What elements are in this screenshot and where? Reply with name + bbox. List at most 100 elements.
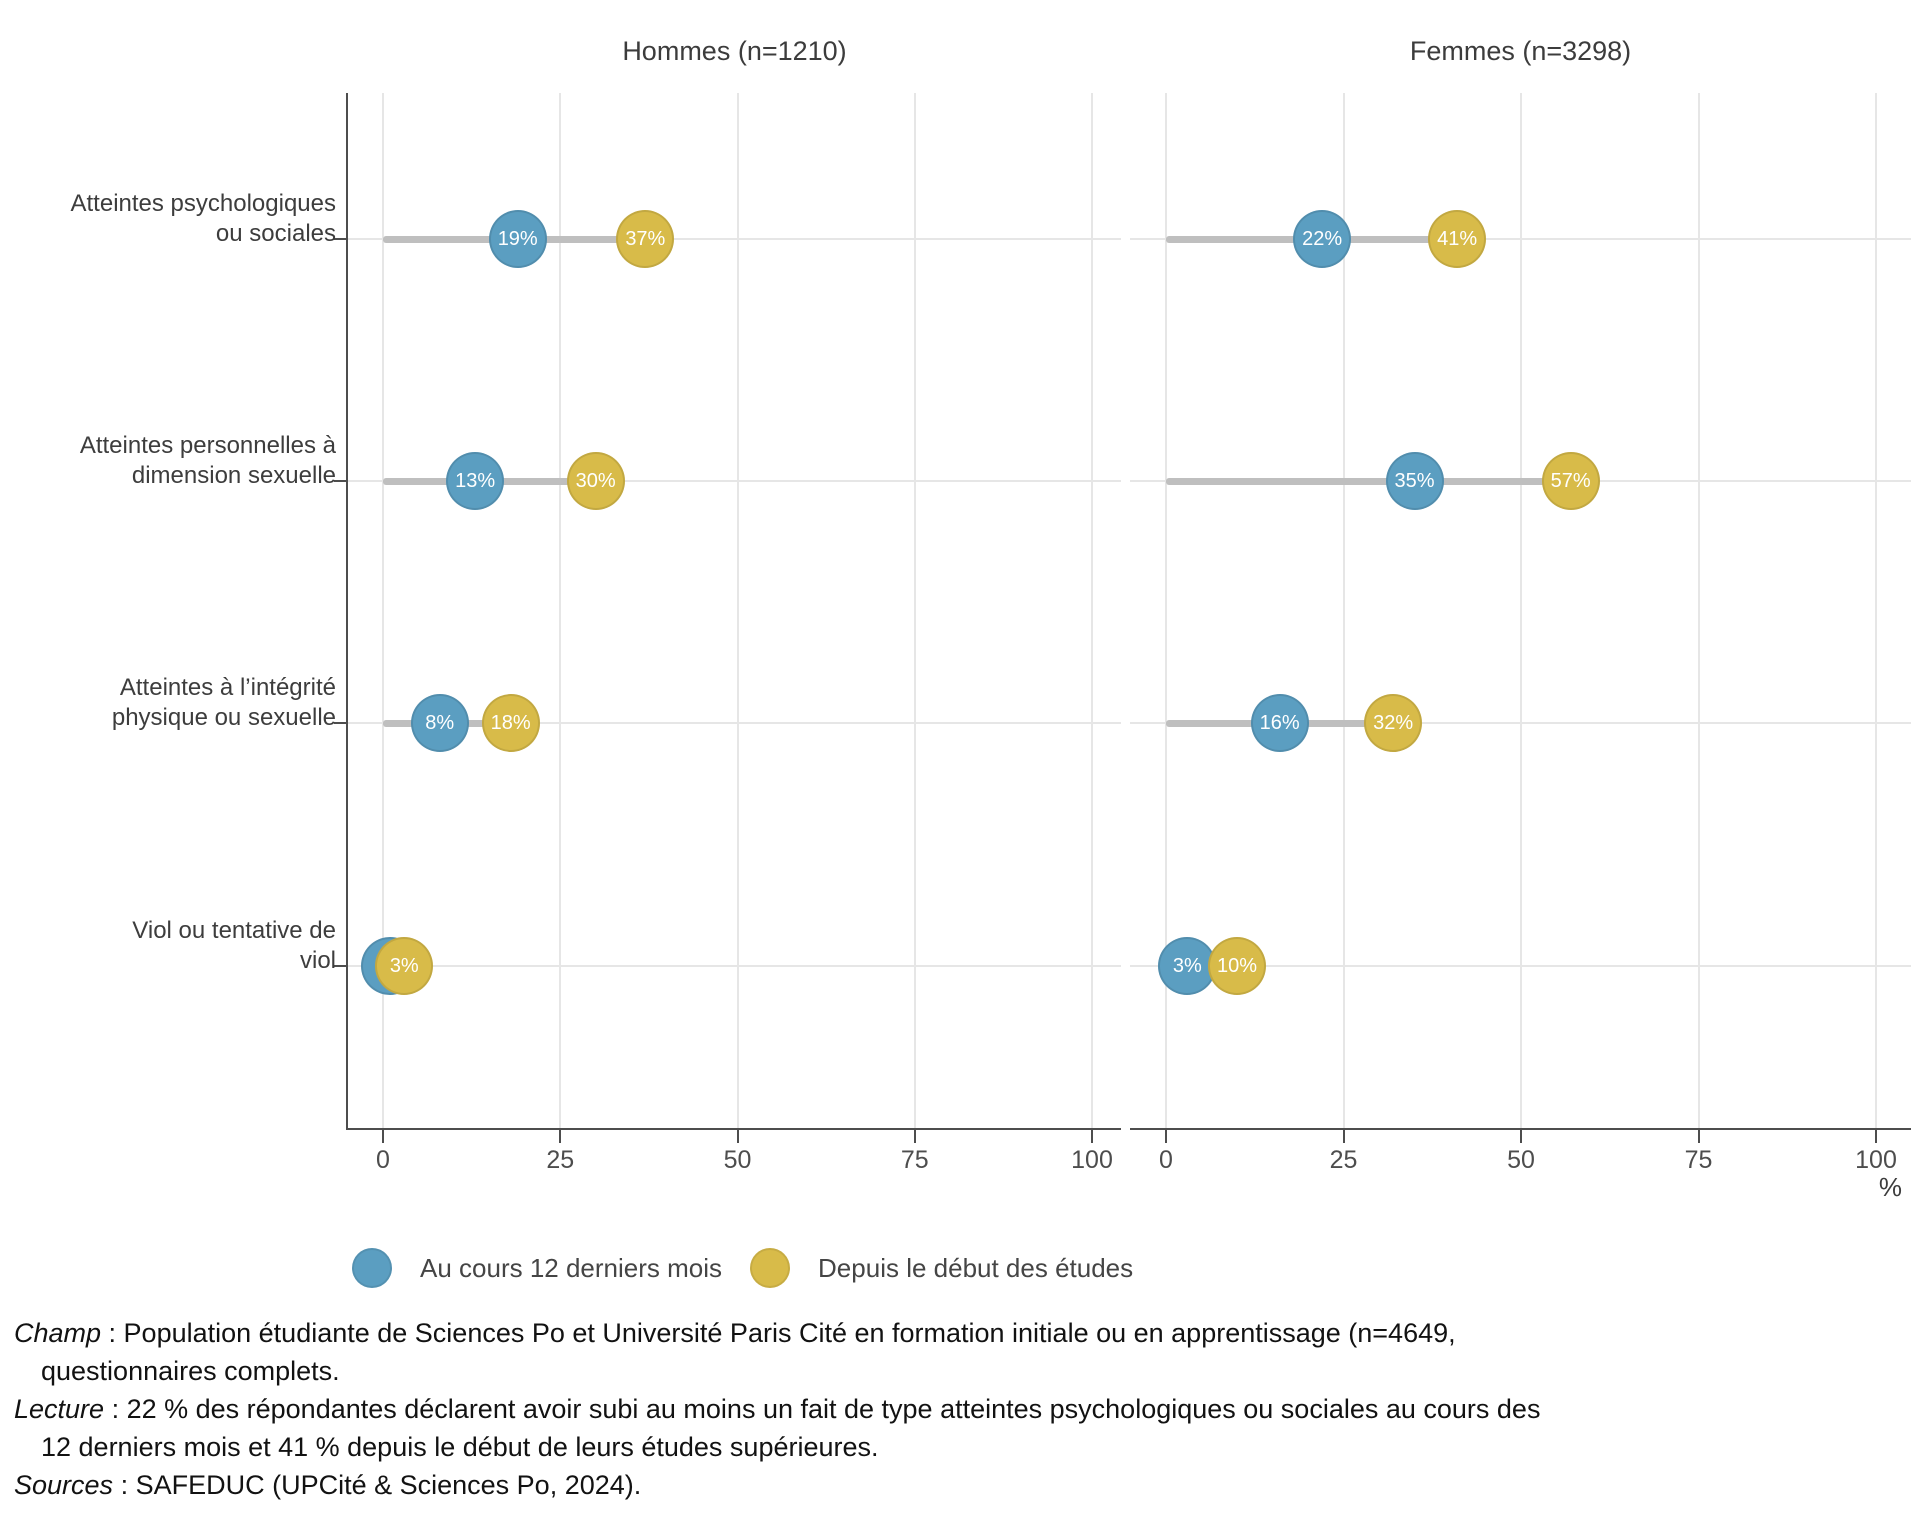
dot-last12: 19% [488, 210, 547, 268]
footer-text: : 22 % des répondantes déclarent avoir s… [104, 1394, 1541, 1424]
x-axis-tick [736, 1130, 739, 1143]
dot-last12: 22% [1293, 210, 1352, 268]
footer-line-champ: Champ : Population étudiante de Sciences… [14, 1314, 1914, 1352]
dot-last12: 8% [410, 694, 469, 752]
dot-last12: 13% [446, 452, 505, 510]
dot-label: 22% [1302, 227, 1343, 250]
dot-last12: 35% [1385, 452, 1444, 510]
row-gridline [348, 722, 1121, 724]
dot-last12: 16% [1250, 694, 1309, 752]
dot-since-start: 30% [566, 452, 625, 510]
x-tick-label: 0 [376, 1146, 390, 1174]
category-label: Viol ou tentative de viol [132, 917, 336, 974]
dot-label: 18% [490, 711, 531, 734]
x-axis-line [348, 1128, 1121, 1130]
footer-text: questionnaires complets. [41, 1356, 340, 1386]
footer-text: : SAFEDUC (UPCité & Sciences Po, 2024). [113, 1470, 642, 1500]
x-tick-label: 50 [723, 1146, 752, 1174]
dot-label: 16% [1259, 711, 1300, 734]
x-gridline [559, 93, 562, 1130]
category-label: Atteintes psychologiques ou sociales [70, 190, 337, 247]
legend-item-last12: Au cours 12 derniers mois [352, 1248, 722, 1288]
x-axis-tick [913, 1130, 916, 1143]
dot-label: 8% [425, 711, 455, 734]
footer-term-champ: Champ [14, 1318, 102, 1348]
footer: Champ : Population étudiante de Sciences… [14, 1314, 1914, 1504]
dot-since-start: 32% [1364, 694, 1423, 752]
row-gridline [348, 965, 1121, 967]
x-tick-label: 100 [1855, 1146, 1897, 1174]
x-axis-line [1130, 1128, 1911, 1130]
x-gridline [1342, 93, 1345, 1130]
x-gridline [1697, 93, 1700, 1130]
footer-text: : Population étudiante de Sciences Po et… [101, 1318, 1456, 1348]
dot-label: 35% [1394, 469, 1435, 492]
x-axis-tick [1697, 1130, 1700, 1143]
dot-label: 10% [1216, 954, 1258, 977]
x-tick-label: 50 [1507, 1146, 1535, 1174]
x-axis-tick [1520, 1130, 1522, 1143]
y-axis-tick [334, 238, 346, 240]
dot-last12: 3% [1158, 937, 1217, 995]
category-label: Atteintes à l’intégrité physique ou sexu… [111, 674, 336, 731]
dot-label: 19% [497, 227, 538, 250]
dot-label: 13% [455, 469, 496, 492]
panel-title-hommes: Hommes (n=1210) [622, 36, 847, 66]
x-axis-tick [1165, 1130, 1167, 1143]
legend-swatch-last12-icon [352, 1248, 392, 1288]
footer-line-lecture-2: 12 derniers mois et 41 % depuis le début… [14, 1428, 1914, 1466]
x-tick-label: 75 [1684, 1146, 1713, 1174]
legend: Au cours 12 derniers mois Depuis le débu… [352, 1248, 1133, 1288]
legend-label-last12: Au cours 12 derniers mois [420, 1252, 723, 1283]
footer-line-sources: Sources : SAFEDUC (UPCité & Sciences Po,… [14, 1466, 1914, 1504]
x-gridline [382, 93, 384, 1130]
row-gridline [348, 480, 1121, 482]
x-gridline [1520, 93, 1522, 1130]
x-tick-label: 100 [1071, 1146, 1113, 1174]
x-gridline [913, 93, 916, 1130]
x-gridline [1091, 93, 1093, 1130]
x-axis-unit-label: % [1878, 1172, 1902, 1202]
legend-swatch-since-start-icon [750, 1248, 791, 1288]
dot-label: 41% [1437, 227, 1478, 250]
legend-label-since-start: Depuis le début des études [818, 1252, 1134, 1283]
footer-line-lecture: Lecture : 22 % des répondantes déclarent… [14, 1390, 1914, 1428]
dot-since-start: 3% [375, 937, 434, 995]
dot-since-start: 57% [1541, 452, 1600, 510]
x-gridline [1165, 93, 1167, 1130]
connector-line [1166, 477, 1571, 485]
x-axis-tick [382, 1130, 384, 1143]
y-axis-tick [334, 480, 346, 482]
x-tick-label: 25 [546, 1146, 575, 1174]
x-axis-tick [1875, 1130, 1877, 1143]
dot-since-start: 37% [616, 210, 675, 268]
dot-label: 3% [389, 954, 419, 977]
x-gridline [736, 93, 739, 1130]
x-tick-label: 0 [1159, 1146, 1173, 1174]
dot-label: 37% [625, 227, 666, 250]
panel-title-femmes: Femmes (n=3298) [1409, 36, 1632, 66]
category-label: Atteintes personnelles à dimension sexue… [79, 432, 336, 489]
footer-text: 12 derniers mois et 41 % depuis le début… [41, 1432, 879, 1462]
dot-since-start: 10% [1208, 937, 1266, 995]
y-axis-tick [334, 722, 346, 724]
dot-label: 30% [575, 469, 616, 492]
x-tick-label: 75 [900, 1146, 929, 1174]
dot-since-start: 18% [481, 694, 540, 752]
footer-term-sources: Sources [14, 1470, 114, 1500]
dot-since-start: 41% [1428, 210, 1487, 268]
x-axis-tick [1091, 1130, 1093, 1143]
row-gridline [348, 238, 1121, 240]
x-axis-tick [559, 1130, 562, 1143]
y-axis-line [346, 93, 348, 1130]
x-axis-tick [1342, 1130, 1345, 1143]
x-tick-label: 25 [1329, 1146, 1358, 1174]
x-gridline [1875, 93, 1877, 1130]
dot-label: 3% [1172, 954, 1202, 977]
dot-label: 57% [1550, 469, 1591, 492]
legend-item-since-start: Depuis le début des études [750, 1248, 1133, 1288]
footer-line-champ-2: questionnaires complets. [14, 1352, 1914, 1390]
dot-label: 32% [1373, 711, 1414, 734]
footer-term-lecture: Lecture [14, 1394, 105, 1424]
